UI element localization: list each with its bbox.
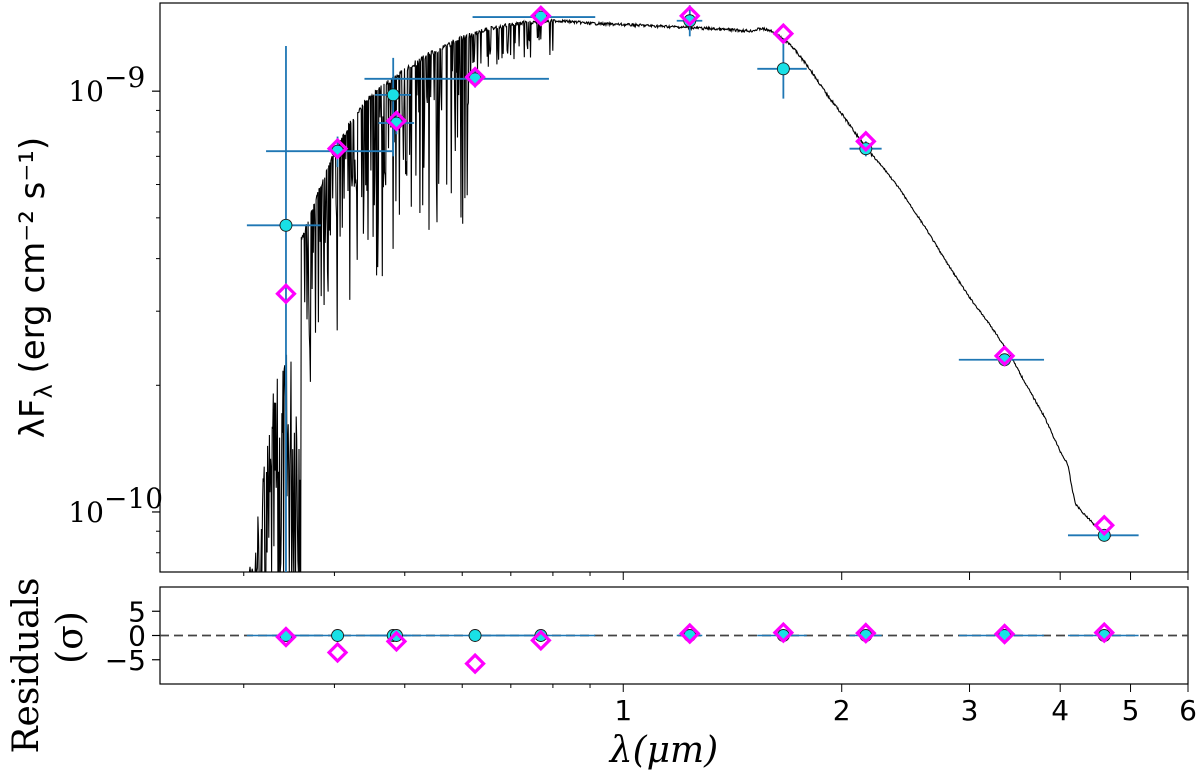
model-point — [530, 5, 552, 27]
x-tick-label: 4 — [1051, 694, 1069, 727]
model-residual-point — [530, 629, 552, 652]
x-axis-label: λ(μm) — [608, 730, 718, 771]
sed-y-axis-label: λFλ (erg cm⁻² s⁻¹) — [13, 137, 58, 438]
residuals-panel: 50−51 2 3 4 5 6 Residuals (σ) λ(μm) — [6, 577, 1197, 771]
model-residual-point — [679, 622, 701, 645]
model-residual-point — [993, 623, 1016, 645]
sed-panel-ticks: 10−910−10 — [68, 61, 1189, 580]
sed-panel-frame — [159, 2, 1189, 573]
residuals-y-tick-label: 0 — [128, 620, 146, 653]
model-point — [855, 130, 877, 153]
model-photometry-layer — [275, 5, 1116, 536]
model-point — [993, 345, 1016, 367]
model-point — [385, 110, 408, 132]
observed-residual-point — [468, 629, 482, 642]
model-residual-point — [772, 621, 795, 644]
model-residual-point — [464, 652, 486, 675]
y-tick-label: 10 — [68, 496, 104, 529]
x-tick-label: 2 — [833, 694, 851, 727]
x-tick-label: 3 — [961, 694, 979, 727]
residuals-y-tick-label: 5 — [128, 595, 146, 628]
model-residual-point — [326, 641, 349, 664]
y-tick-label: 10 — [68, 75, 104, 108]
observed-residual-point — [331, 629, 345, 642]
sed-panel: 10−910−10 λFλ (erg cm⁻² s⁻¹) — [13, 2, 1189, 580]
residuals-y-axis-unit: (σ) — [50, 611, 91, 664]
residuals-panel-ticks: 50−51 2 3 4 5 6 — [105, 595, 1197, 727]
model-residual-point — [1093, 621, 1116, 644]
model-point — [275, 283, 297, 305]
model-point — [326, 137, 349, 160]
errorbar-layer — [246, 5, 1139, 572]
model-point — [679, 5, 701, 27]
model-spectrum-line — [198, 17, 1112, 573]
residuals-y-axis-label: Residuals — [6, 577, 47, 753]
observed-point — [279, 218, 293, 232]
x-tick-label: 6 — [1179, 694, 1197, 727]
model-spectrum-layer — [198, 17, 1112, 573]
y-tick-exponent: −10 — [104, 482, 163, 515]
model-point — [772, 22, 795, 45]
model-residual-point — [855, 622, 877, 644]
model-residual-point — [275, 626, 297, 648]
observed-point — [683, 14, 697, 28]
x-tick-label: 1 — [614, 694, 632, 727]
observed-point — [776, 62, 790, 76]
model-residuals-layer — [275, 621, 1116, 675]
residuals-y-tick-label: −5 — [105, 644, 146, 677]
model-point — [464, 66, 486, 88]
model-residual-point — [385, 630, 408, 653]
y-tick-exponent: −9 — [104, 61, 145, 94]
observed-residual-point — [534, 629, 548, 642]
observed-point — [386, 88, 400, 102]
model-point — [1093, 514, 1116, 536]
x-tick-label: 5 — [1122, 694, 1140, 727]
observed-residual-point — [390, 629, 403, 642]
